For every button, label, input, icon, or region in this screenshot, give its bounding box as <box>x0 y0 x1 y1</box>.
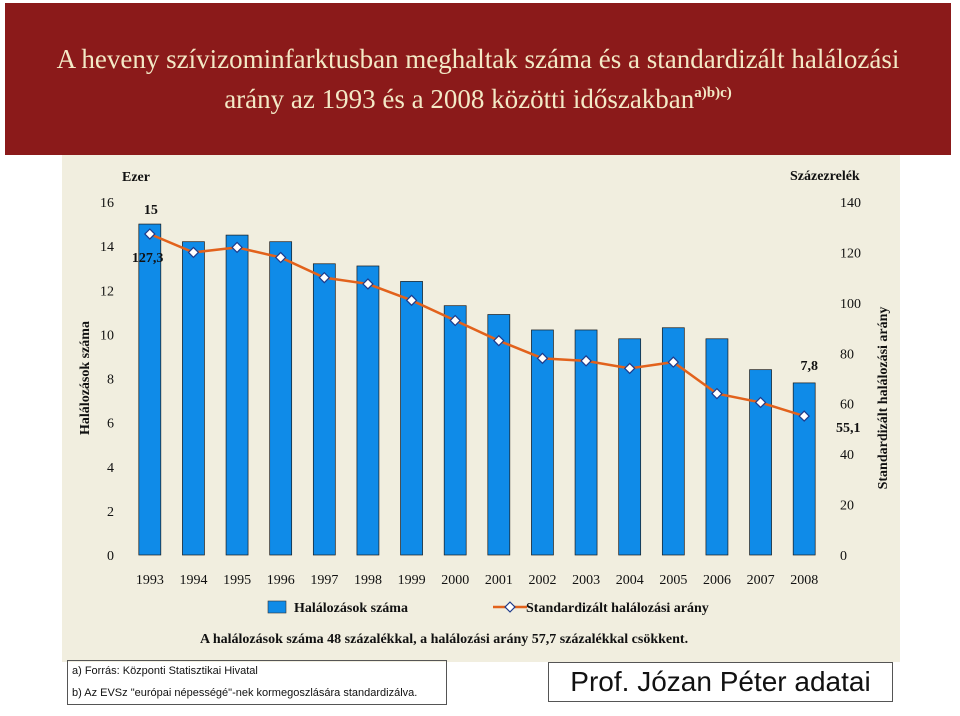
right-tick-0: 0 <box>840 549 847 564</box>
bar-2008 <box>792 382 816 556</box>
x-tick-2005: 2005 <box>659 573 687 588</box>
footnote-box <box>67 660 447 705</box>
bar-1995 <box>225 234 249 556</box>
legend-bar-swatch <box>267 600 287 614</box>
x-tick-2003: 2003 <box>572 573 600 588</box>
footnote-standardization: b) Az EVSz "európai népességé"-nek korme… <box>72 687 418 699</box>
line-path <box>149 232 805 418</box>
right-axis-ticks: 0 20 40 60 80 100 120 140 <box>840 196 861 564</box>
left-axis-label: Halálozások száma <box>78 321 93 435</box>
x-tick-2006: 2006 <box>703 573 731 588</box>
line-series <box>144 228 810 422</box>
line-marker-1993 <box>144 228 156 240</box>
x-tick-1996: 1996 <box>267 573 295 588</box>
right-tick-40: 40 <box>840 448 854 463</box>
legend-line-marker <box>504 601 516 613</box>
bar-2007 <box>749 369 772 556</box>
bar-1999 <box>400 281 423 556</box>
left-tick-12: 12 <box>100 284 114 299</box>
annotation-bar-1993: 15 <box>144 203 158 218</box>
right-tick-80: 80 <box>840 347 854 362</box>
legend-bar-label: Halálozások száma <box>294 601 408 616</box>
right-axis-label: Standardizált halálozási arány <box>876 307 891 490</box>
line-marker-2003 <box>580 355 592 367</box>
right-tick-100: 100 <box>840 297 861 312</box>
annotation-line-1993: 127,3 <box>132 251 164 266</box>
line-marker-1999 <box>405 294 418 307</box>
x-tick-1997: 1997 <box>310 573 338 588</box>
x-tick-2001: 2001 <box>485 573 513 588</box>
annotation-line-2008: 55,1 <box>836 421 861 436</box>
line-marker-2008 <box>798 410 810 422</box>
left-tick-2: 2 <box>107 505 114 520</box>
annotation-bar-2008: 7,8 <box>801 359 819 374</box>
line-marker-1994 <box>187 246 200 259</box>
line-marker-2007 <box>754 396 767 409</box>
bar-1994 <box>182 241 205 556</box>
x-tick-2002: 2002 <box>528 573 556 588</box>
line-marker-2005 <box>667 356 680 368</box>
x-tick-1994: 1994 <box>179 573 207 588</box>
left-tick-14: 14 <box>100 240 114 255</box>
bar-2003 <box>574 329 598 556</box>
title-line-2-text: arány az 1993 és a 2008 közötti időszakb… <box>224 84 695 114</box>
line-marker-2006 <box>711 387 723 400</box>
right-tick-20: 20 <box>840 499 854 514</box>
bar-2002 <box>531 329 554 556</box>
bar-2000 <box>443 305 467 556</box>
line-marker-1998 <box>362 278 374 290</box>
x-tick-1995: 1995 <box>223 573 251 588</box>
left-axis-ticks: 0 2 4 6 8 10 12 14 16 <box>100 196 114 564</box>
x-tick-1999: 1999 <box>398 573 426 588</box>
left-tick-6: 6 <box>107 417 114 432</box>
bar-1996 <box>269 241 293 556</box>
x-tick-2007: 2007 <box>747 573 775 588</box>
title-banner: A heveny szívizominfarktusban meghaltak … <box>5 3 951 155</box>
line-marker-2002 <box>536 352 549 365</box>
line-marker-1996 <box>274 251 287 264</box>
data-annotations: 15 127,3 7,8 55,1 <box>132 203 861 436</box>
left-tick-4: 4 <box>107 461 114 476</box>
bar-series <box>138 223 816 556</box>
right-tick-60: 60 <box>840 398 854 413</box>
x-tick-2004: 2004 <box>616 573 644 588</box>
x-axis-ticks: 1993 1994 1995 1996 1997 1998 1999 2000 2001 2002… <box>136 573 818 588</box>
left-tick-16: 16 <box>100 196 114 211</box>
bar-2001 <box>487 314 511 556</box>
bar-1993 <box>138 223 162 556</box>
line-marker-1997 <box>318 271 331 284</box>
left-tick-8: 8 <box>107 373 114 388</box>
bar-1997 <box>312 263 336 556</box>
left-axis-unit: Ezer <box>122 170 150 185</box>
left-tick-0: 0 <box>107 549 114 564</box>
right-tick-120: 120 <box>840 246 861 261</box>
x-tick-1993: 1993 <box>136 573 164 588</box>
right-axis-unit: Százezrelék <box>790 169 860 184</box>
left-tick-10: 10 <box>100 328 114 343</box>
title-line-1: A heveny szívizominfarktusban meghaltak … <box>56 44 900 74</box>
credit-label: Prof. Józan Péter adatai <box>548 662 893 702</box>
right-tick-140: 140 <box>840 196 861 211</box>
legend-line-label: Standardizált halálozási arány <box>526 601 709 616</box>
bar-1998 <box>356 265 380 556</box>
line-marker-2000 <box>449 314 461 327</box>
title-superscript: a)b)c) <box>694 85 732 101</box>
x-tick-2000: 2000 <box>441 573 469 588</box>
bar-2006 <box>705 338 729 556</box>
x-tick-1998: 1998 <box>354 573 382 588</box>
footnote-source: a) Forrás: Központi Statisztikai Hivatal <box>72 665 258 677</box>
bar-2004 <box>618 338 642 556</box>
conclusion-text: A halálozások száma 48 százalékkal, a ha… <box>200 632 689 647</box>
x-tick-2008: 2008 <box>790 573 818 588</box>
line-marker-1995 <box>231 241 243 254</box>
bar-2005 <box>661 327 685 556</box>
line-marker-2001 <box>493 334 505 347</box>
title-line-2: arány az 1993 és a 2008 közötti időszakb… <box>224 76 732 116</box>
line-marker-2004 <box>623 362 636 375</box>
legend: Halálozások száma Standardizált halálozá… <box>267 600 709 616</box>
